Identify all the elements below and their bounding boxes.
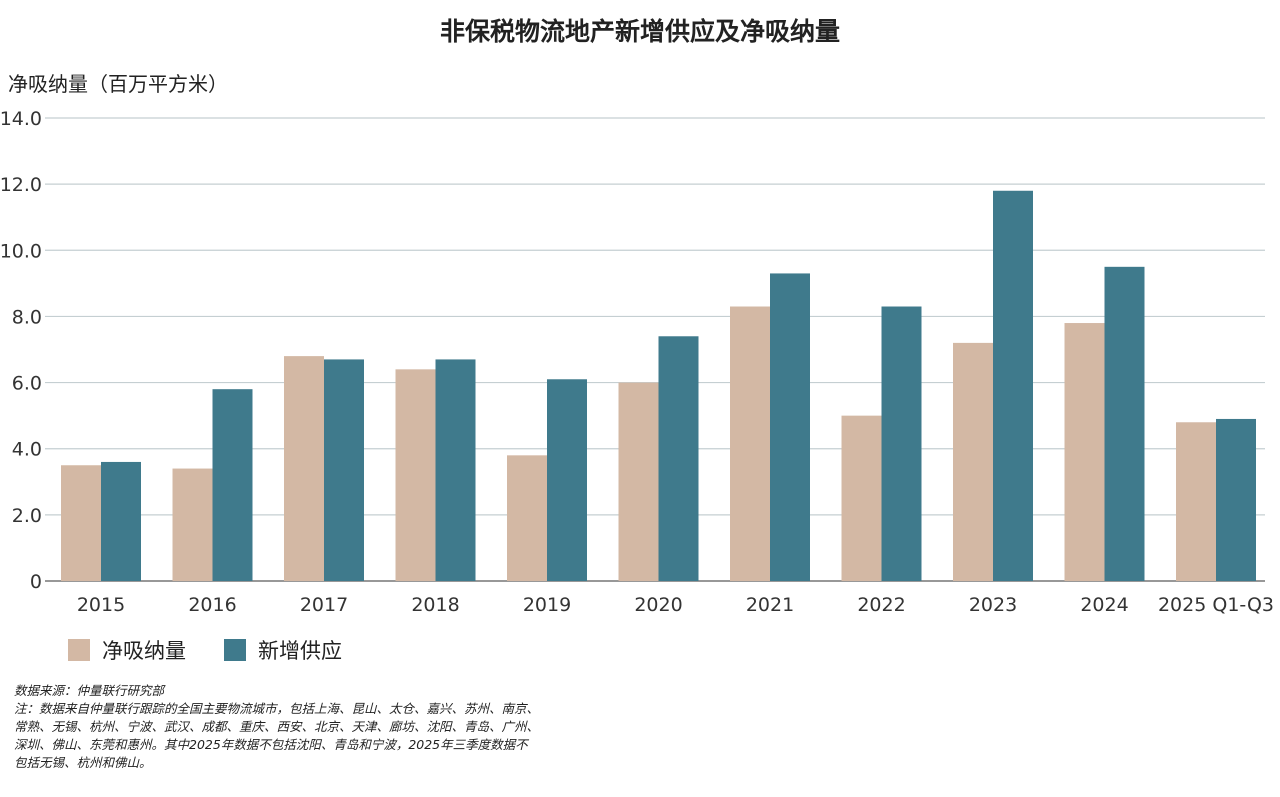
bar-supply [101,461,141,581]
bar-supply [547,379,587,581]
legend-label: 新增供应 [258,639,342,663]
y-tick-label: 2.0 [12,505,42,527]
x-tick-label: 2019 [523,594,571,616]
x-tick-label: 2023 [969,594,1017,616]
y-tick-label: 8.0 [12,306,42,328]
y-tick-label: 0 [30,571,42,593]
x-tick-label: 2018 [411,594,459,616]
bar-absorption [395,369,436,581]
note-line: 注：数据来自仲量联行跟踪的全国主要物流城市，包括上海、昆山、太仓、嘉兴、苏州、南… [14,701,540,716]
x-tick-label: 2016 [188,594,236,616]
bar-supply [658,336,699,581]
x-tick-label: 2015 [77,594,125,616]
bar-supply [993,190,1033,581]
bar-absorption [61,465,101,581]
legend: 净吸纳量 新增供应 [68,635,342,665]
x-tick-label: 2020 [634,594,682,616]
bar-supply [324,359,364,581]
bar-supply [435,359,476,581]
legend-item-absorption: 净吸纳量 [68,635,186,665]
bar-supply [1216,418,1256,581]
bar-absorption [841,415,882,581]
note-line: 深圳、佛山、东莞和惠州。其中2025年数据不包括沈阳、青岛和宁波，2025年三季… [14,737,528,752]
bar-supply [770,273,810,581]
legend-label: 净吸纳量 [102,639,186,663]
y-tick-label: 14.0 [0,108,42,130]
note-line: 常熟、无锡、杭州、宁波、武汉、成都、重庆、西安、北京、天津、廊坊、沈阳、青岛、广… [14,719,540,734]
legend-swatch [68,639,90,661]
bar-absorption [730,306,770,581]
source-note: 数据来源：仲量联行研究部 [14,683,165,698]
bar-supply [1104,266,1145,581]
x-tick-label: 2021 [746,594,794,616]
y-tick-label: 6.0 [12,373,42,395]
bar-absorption [1064,323,1105,581]
y-tick-label: 12.0 [0,174,42,196]
note-line: 包括无锡、杭州和佛山。 [14,755,152,770]
chart-title: 非保税物流地产新增供应及净吸纳量 [439,17,840,46]
bar-absorption [507,455,547,581]
bar-supply [881,306,922,581]
bar-absorption [953,342,993,581]
x-tick-label: 2017 [300,594,348,616]
legend-item-supply: 新增供应 [224,635,342,665]
bar-absorption [284,356,324,581]
y-tick-label: 10.0 [0,240,42,262]
footnotes: 数据来源：仲量联行研究部 注：数据来自仲量联行跟踪的全国主要物流城市，包括上海、… [14,682,539,772]
legend-swatch [224,639,246,661]
x-tick-label: 2022 [857,594,905,616]
bar-absorption [1176,422,1216,581]
bar-absorption [172,468,213,581]
x-tick-label: 2025 Q1-Q3 [1158,594,1274,616]
bar-chart: 0 2.0 4.0 6.0 8.0 10.0 12.0 14.0 2015 2016 2017 201… [0,108,1274,616]
bar-supply [212,389,253,581]
x-tick-label: 2024 [1080,594,1128,616]
y-axis-label: 净吸纳量（百万平方米） [8,72,228,96]
y-tick-label: 4.0 [12,439,42,461]
bar-absorption [618,382,659,581]
